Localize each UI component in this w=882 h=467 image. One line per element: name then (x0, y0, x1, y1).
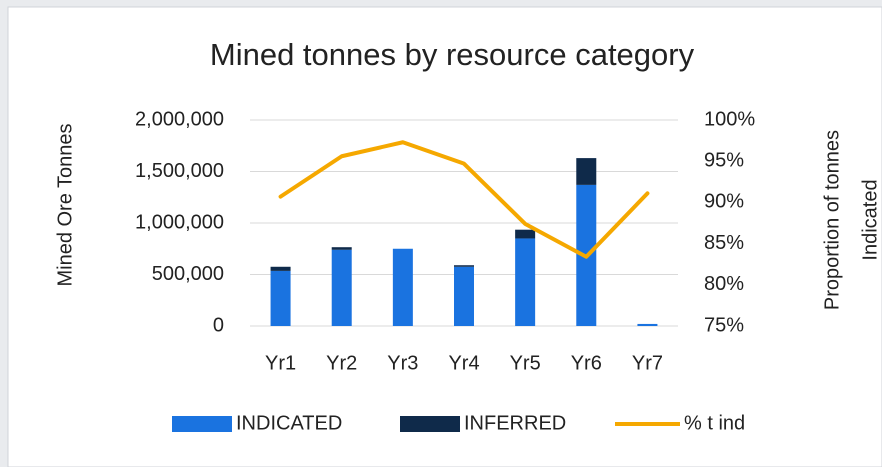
bar (515, 229, 536, 239)
y2-tick-label: 90% (704, 191, 744, 213)
bar (270, 266, 291, 271)
y2-axis-label: Proportion of tonnes (821, 130, 843, 310)
y-tick-label: 0 (213, 314, 224, 336)
x-tick-label: Yr3 (387, 352, 418, 374)
y2-tick-label: 100% (704, 108, 755, 130)
bar (270, 270, 291, 326)
bar (637, 323, 658, 326)
legend-swatch (400, 416, 460, 432)
y2-axis-label: Indicated (859, 179, 881, 260)
bar (454, 265, 474, 267)
y-tick-label: 1,500,000 (135, 160, 224, 182)
y2-tick-label: 85% (704, 232, 744, 254)
x-tick-label: Yr2 (326, 352, 357, 374)
bar (392, 248, 413, 326)
x-tick-label: Yr7 (632, 352, 663, 374)
chart-title: Mined tonnes by resource category (210, 37, 695, 72)
x-tick-label: Yr5 (510, 352, 541, 374)
y-tick-label: 1,000,000 (135, 211, 224, 233)
x-tick-label: Yr6 (571, 352, 602, 374)
chart-panel (7, 6, 882, 467)
bar (515, 238, 536, 326)
legend-label: INDICATED (236, 412, 342, 434)
bar (331, 249, 352, 326)
y-tick-label: 500,000 (152, 263, 224, 285)
legend-label: % t ind (684, 412, 745, 434)
bar (454, 266, 474, 326)
bar (576, 158, 597, 185)
legend-swatch (172, 416, 232, 432)
y-axis-label: Mined Ore Tonnes (54, 123, 76, 286)
y-tick-label: 2,000,000 (135, 108, 224, 130)
bar (331, 247, 352, 250)
line (278, 140, 650, 259)
y2-tick-label: 95% (704, 149, 744, 171)
x-tick-label: Yr4 (448, 352, 479, 374)
y2-tick-label: 80% (704, 273, 744, 295)
legend-label: INFERRED (464, 412, 566, 434)
y2-tick-label: 75% (704, 314, 744, 336)
x-tick-label: Yr1 (265, 352, 296, 374)
